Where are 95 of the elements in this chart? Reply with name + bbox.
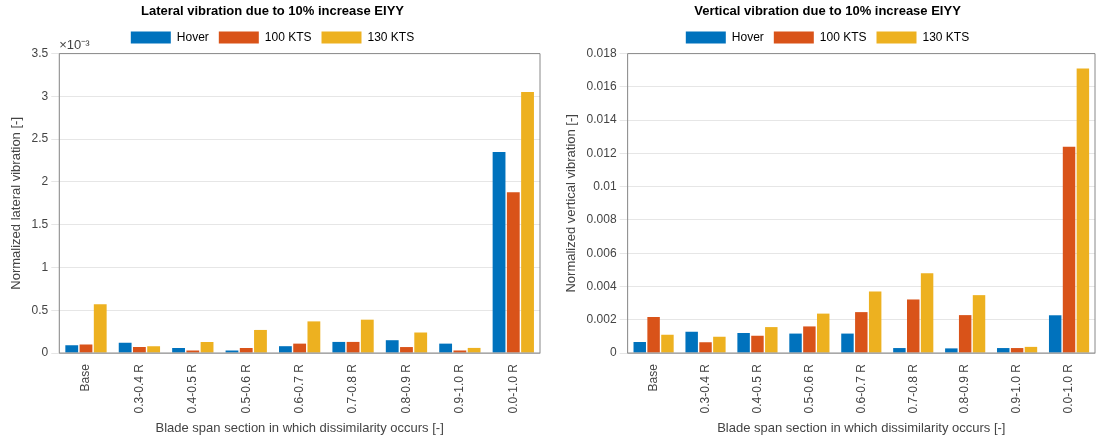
- bar: [414, 332, 428, 353]
- x-tick-label: Base: [645, 363, 660, 392]
- legend-label: 100 KTS: [264, 29, 312, 44]
- chart-title: Lateral vibration due to 10% increase EIYY: [141, 3, 405, 19]
- x-tick-label: 0.9-1.0 R: [1009, 363, 1024, 414]
- bar: [958, 315, 972, 353]
- x-tick-label: 0.0-1.0 R: [505, 363, 520, 414]
- y-tick-label: 0.01: [593, 179, 617, 193]
- text: ×10⁻³: [59, 36, 91, 52]
- bar: [972, 295, 986, 353]
- bar: [633, 341, 646, 353]
- y-tick-label: 2.5: [31, 131, 49, 146]
- x-tick-label: 0.7-0.8 R: [345, 363, 360, 414]
- chart-title: Vertical vibration due to 10% increase EIYY: [694, 3, 962, 19]
- bar: [439, 343, 453, 353]
- bar: [132, 347, 146, 353]
- y-tick-label: 0.004: [586, 278, 617, 293]
- y-tick-label: 3.5: [31, 45, 49, 60]
- x-tick-label: 0.4-0.5 R: [749, 363, 764, 414]
- y-tick-label: 0.5: [31, 302, 49, 317]
- x-tick-label: 0.9-1.0 R: [452, 363, 467, 414]
- bar: [254, 329, 267, 353]
- bar: [893, 348, 906, 353]
- x-tick-label: Base: [78, 363, 93, 392]
- bar: [65, 345, 79, 353]
- y-tick-label: 1: [41, 259, 49, 274]
- bar: [332, 341, 346, 353]
- bar: [147, 346, 161, 353]
- bar: [868, 291, 882, 353]
- bar: [803, 326, 816, 353]
- bar: [93, 304, 107, 353]
- y-tick-label: 0.008: [586, 212, 617, 227]
- bar: [647, 316, 660, 353]
- y-axis-title: Normalized lateral vibration [-]: [8, 116, 24, 290]
- bar: [225, 350, 239, 353]
- legend-label: 130 KTS: [922, 29, 970, 44]
- x-tick-label: 0.6-0.7 R: [853, 363, 868, 414]
- bar: [385, 340, 399, 353]
- bar: [907, 299, 920, 353]
- bar: [1048, 315, 1062, 353]
- y-tick-label: 0: [41, 345, 49, 360]
- bar: [765, 327, 778, 353]
- bar: [945, 348, 958, 353]
- bar: [789, 333, 802, 353]
- bar: [1062, 146, 1076, 353]
- x-axis-title: Blade span section in which dissimilarity occurs [-]: [155, 419, 444, 435]
- bar: [506, 192, 520, 353]
- x-tick-label: 0.4-0.5 R: [185, 363, 200, 414]
- bar: [400, 347, 413, 353]
- y-tick-label: 0.016: [586, 79, 617, 94]
- bar: [699, 342, 712, 353]
- bar: [751, 335, 764, 353]
- bar: [186, 350, 200, 353]
- bar: [855, 312, 868, 353]
- x-tick-label: 0.6-0.7 R: [291, 363, 306, 414]
- bar: [713, 336, 726, 353]
- y-tick-label: 2: [41, 174, 49, 189]
- y-tick-label: 0: [609, 345, 617, 360]
- bar: [841, 333, 854, 353]
- legend-label: 100 KTS: [819, 29, 867, 44]
- x-tick-label: 0.5-0.6 R: [801, 363, 816, 414]
- bar: [817, 313, 830, 353]
- legend-label: Hover: [731, 29, 764, 44]
- bar: [521, 92, 534, 353]
- x-tick-label: 0.0-1.0 R: [1061, 363, 1076, 414]
- y-tick-label: 0.014: [586, 112, 617, 127]
- x-tick-label: 0.8-0.9 R: [957, 363, 972, 414]
- bar: [492, 151, 506, 353]
- bar: [685, 331, 698, 353]
- x-tick-label: 0.7-0.8 R: [905, 363, 920, 414]
- bar: [1076, 68, 1090, 353]
- y-tick-label: 0.006: [586, 245, 617, 260]
- x-tick-label: 0.3-0.4 R: [131, 363, 146, 414]
- y-tick-label: 3: [41, 88, 49, 103]
- x-tick-label: 0.5-0.6 R: [238, 363, 253, 414]
- x-axis-title: Blade span section in which dissimilarity occurs [-]: [717, 419, 1006, 435]
- y-axis-title: Normalized vertical vibration [-]: [563, 114, 579, 293]
- legend-label: Hover: [176, 29, 209, 44]
- bar: [360, 319, 374, 353]
- bar: [118, 342, 132, 353]
- bar: [307, 321, 321, 353]
- y-tick-label: 1.5: [31, 217, 49, 232]
- bar: [293, 343, 307, 353]
- legend-label: 130 KTS: [367, 29, 415, 44]
- bar: [453, 350, 467, 353]
- bar: [278, 346, 292, 353]
- x-tick-label: 0.3-0.4 R: [697, 363, 712, 414]
- bar: [79, 344, 93, 353]
- x-tick-label: 0.8-0.9 R: [398, 363, 413, 414]
- y-tick-label: 0.012: [586, 145, 617, 160]
- y-tick-label: 0.018: [586, 45, 617, 60]
- bar: [920, 273, 934, 353]
- bar: [661, 334, 674, 353]
- y-tick-label: 0.002: [586, 312, 617, 327]
- bar: [737, 333, 750, 353]
